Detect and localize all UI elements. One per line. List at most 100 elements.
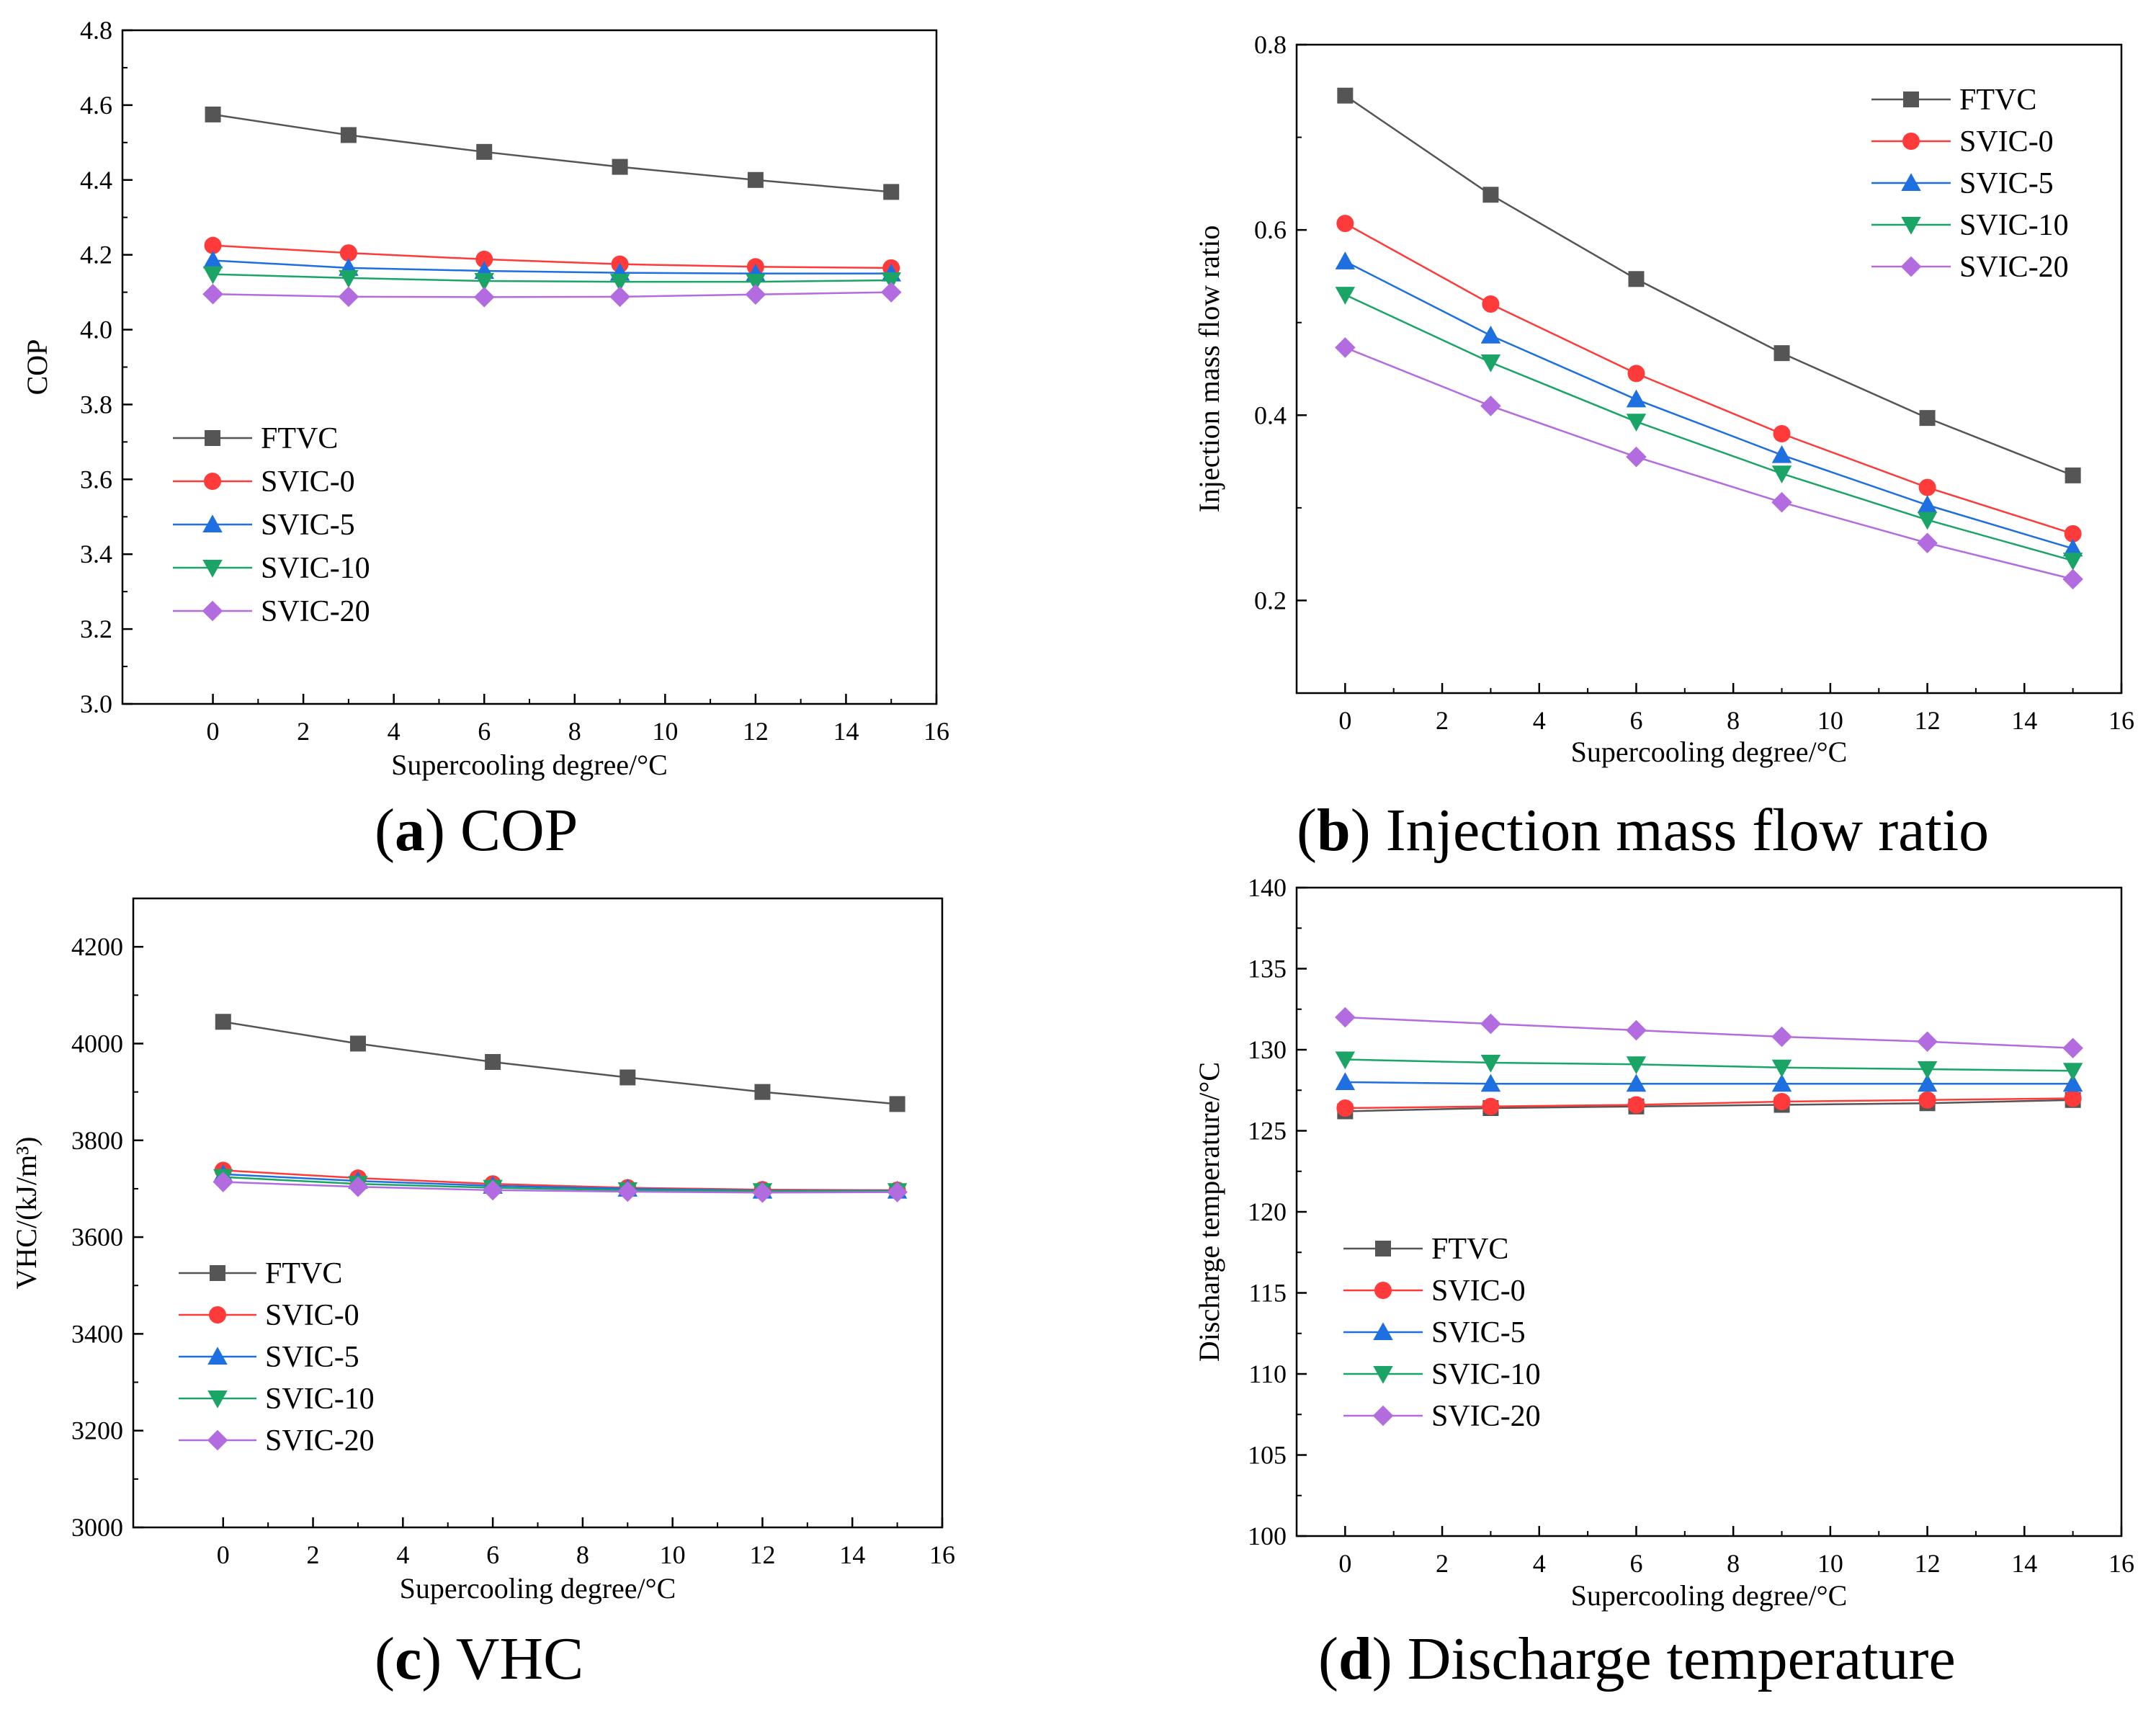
series-line-ftvc — [1344, 94, 2074, 477]
legend-label: SVIC-5 — [1431, 1316, 1526, 1349]
caption-paren-close: ) — [421, 1625, 442, 1692]
data-point — [1335, 1051, 1356, 1070]
x-tick-label: 8 — [576, 1540, 589, 1569]
plot-frame — [1295, 43, 2123, 695]
legend-marker — [1374, 1282, 1392, 1299]
y-tick-label: 110 — [1248, 1360, 1287, 1388]
data-point — [1918, 1091, 1936, 1109]
x-tick-label: 8 — [568, 717, 581, 746]
data-point — [1917, 1031, 1938, 1053]
data-point — [2062, 1037, 2083, 1059]
y-tick-label: 125 — [1248, 1117, 1287, 1146]
y-tick-label: 4200 — [71, 932, 123, 961]
chart-panel-b: 0 2 4 6 8 10 12 14 16 0.2 0.4 0.6 0.8 Supercooling de… — [1193, 30, 2134, 864]
plot-frame — [1295, 886, 2123, 1537]
series-line-ftvc — [223, 1021, 898, 1105]
legend-marker — [1372, 1405, 1394, 1427]
series-line-svic-5 — [1344, 260, 2074, 550]
y-tick-label: 3200 — [71, 1416, 123, 1445]
data-point — [1626, 446, 1647, 468]
data-point — [1335, 1072, 1356, 1090]
data-point — [1919, 410, 1936, 427]
data-point — [1773, 1093, 1791, 1110]
x-tick-label: 10 — [652, 717, 678, 746]
x-tick-label: 16 — [2108, 1549, 2134, 1578]
data-point — [476, 143, 493, 160]
series-line-svic-10 — [1344, 294, 2073, 562]
data-point — [1626, 414, 1647, 432]
y-tick-label: 3.4 — [80, 540, 112, 568]
x-tick-label: 4 — [1533, 1549, 1546, 1578]
data-point — [1773, 425, 1791, 442]
legend-marker — [207, 1429, 228, 1451]
panel-caption: (c) VHC — [375, 1625, 583, 1692]
y-tick-label: 120 — [1248, 1197, 1287, 1226]
legend-marker — [207, 1347, 228, 1365]
data-point — [617, 1181, 638, 1202]
data-point — [1335, 287, 1356, 305]
data-point — [609, 286, 630, 308]
data-point — [1773, 345, 1790, 362]
data-point — [1626, 1074, 1647, 1092]
data-point — [1335, 337, 1356, 358]
series-line-svic-20 — [223, 1181, 898, 1194]
panel-caption: (b) Injection mass flow ratio — [1297, 797, 1989, 864]
series-line-ftvc — [1345, 1099, 2073, 1112]
y-axis-label: COP — [21, 339, 53, 396]
data-point — [338, 286, 359, 308]
x-tick-label: 4 — [396, 1540, 409, 1569]
legend-label: SVIC-10 — [1959, 209, 2069, 242]
chart-panel-c: 0 2 4 6 8 10 12 14 16 3000 3200 3400 3600 3800 4000 420… — [10, 897, 955, 1692]
legend-marker — [204, 473, 221, 490]
data-point — [619, 1069, 636, 1086]
data-point — [1771, 1026, 1792, 1048]
data-point — [1482, 1097, 1500, 1115]
x-tick-label: 14 — [2011, 1549, 2037, 1578]
legend-label: SVIC-20 — [1431, 1400, 1541, 1433]
chart-panel-a: 0 2 4 6 8 10 12 14 16 3.0 3.2 3.4 3.6 3.8 4.0 4.2 4.4 4.6… — [21, 16, 949, 864]
data-point — [2065, 467, 2081, 483]
data-point — [202, 283, 223, 305]
y-tick-label: 3.0 — [80, 689, 112, 718]
legend-label: SVIC-0 — [261, 465, 355, 499]
data-point — [202, 266, 223, 285]
data-point — [889, 1096, 905, 1112]
data-point — [475, 250, 493, 268]
data-point — [474, 273, 494, 291]
data-point — [1626, 1019, 1647, 1041]
legend-marker — [202, 514, 223, 532]
y-axis-label: Discharge temperature/°C — [1193, 1062, 1225, 1362]
y-tick-label: 3.8 — [80, 390, 112, 419]
x-tick-label: 12 — [1915, 706, 1941, 735]
legend-label: SVIC-5 — [261, 509, 355, 542]
data-point — [1626, 1056, 1647, 1074]
data-point — [1480, 354, 1501, 372]
legend-label: SVIC-20 — [265, 1424, 375, 1458]
data-point — [2062, 1074, 2083, 1092]
data-point — [745, 284, 766, 305]
x-tick-label: 6 — [486, 1540, 499, 1569]
legend-marker — [1902, 133, 1920, 150]
data-point — [881, 272, 901, 290]
x-tick-label: 2 — [1436, 1549, 1449, 1578]
y-tick-label: 4000 — [71, 1029, 123, 1058]
caption-paren-close: ) — [1351, 797, 1371, 864]
data-point — [202, 250, 223, 269]
data-point — [1917, 1061, 1938, 1079]
data-point — [2062, 553, 2083, 571]
x-tick-label: 10 — [660, 1540, 686, 1569]
y-axis-label: VHC/(kJ/m³) — [10, 1137, 43, 1290]
x-tick-label: 12 — [1915, 1549, 1941, 1578]
legend-label: SVIC-0 — [1431, 1275, 1526, 1308]
y-tick-label: 115 — [1248, 1279, 1287, 1308]
data-point — [746, 274, 766, 292]
x-axis-label: Supercooling degree/°C — [1571, 1579, 1848, 1612]
legend-marker — [210, 1265, 225, 1281]
y-tick-label: 105 — [1248, 1441, 1287, 1470]
legend-marker — [1375, 1241, 1391, 1257]
x-tick-label: 16 — [929, 1540, 955, 1569]
series-line-svic-0 — [213, 244, 892, 269]
caption-letter: c — [395, 1625, 421, 1692]
caption-paren-open: ( — [375, 797, 395, 864]
y-tick-label: 3.2 — [80, 615, 112, 643]
